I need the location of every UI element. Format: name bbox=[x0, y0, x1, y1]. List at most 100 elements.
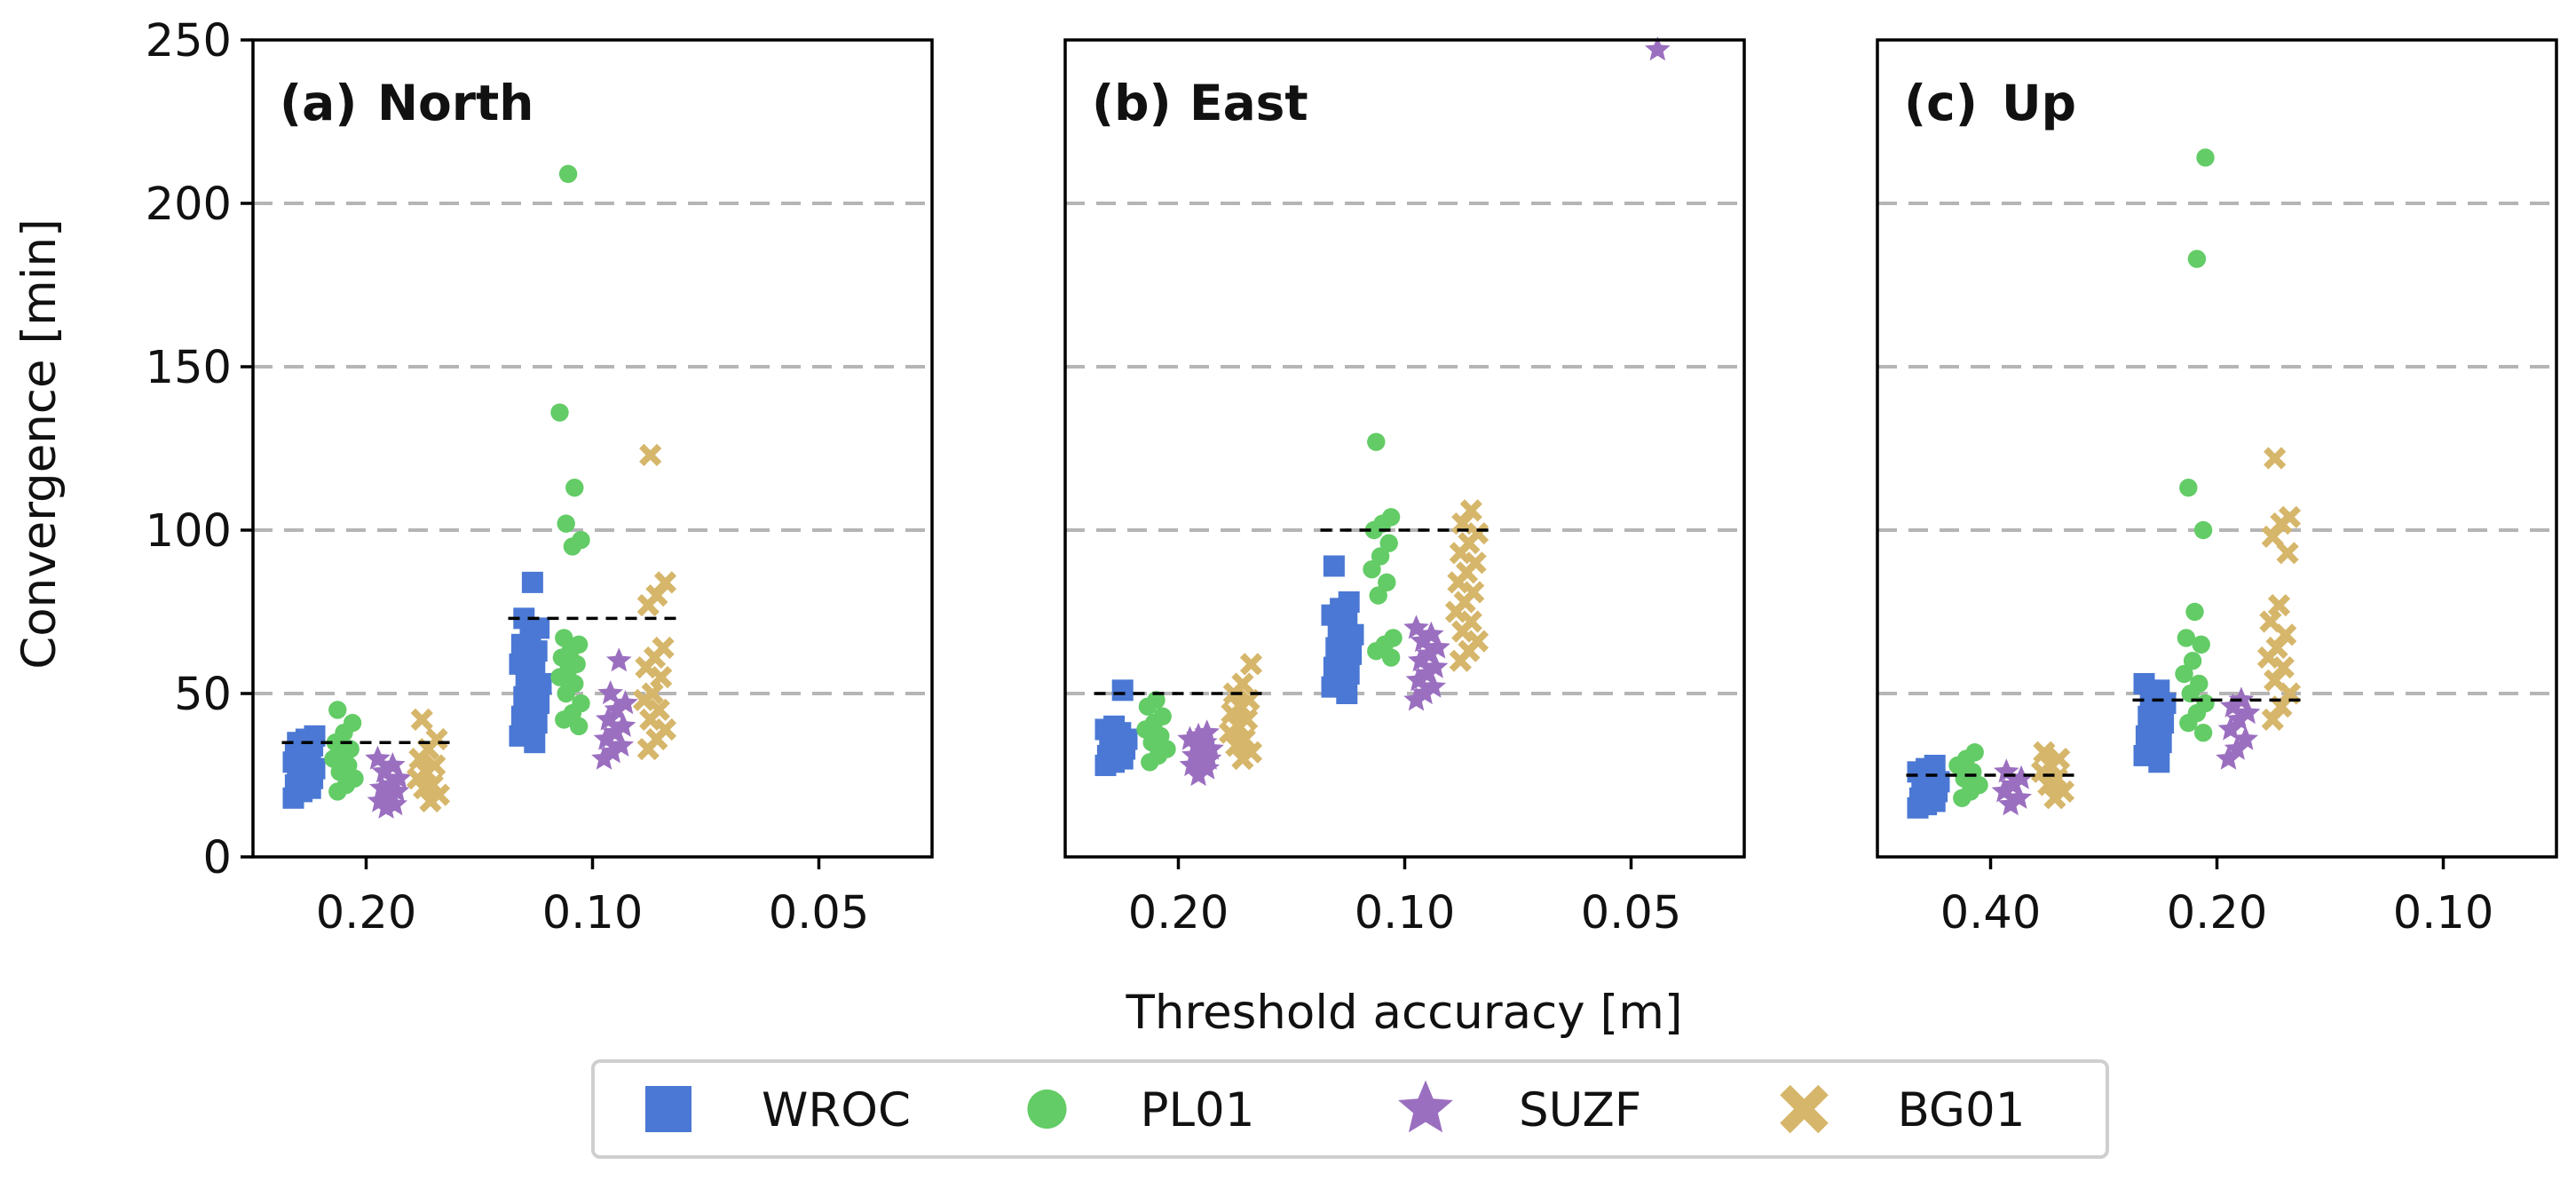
data-point-bg01 bbox=[410, 708, 433, 731]
data-point-pl01 bbox=[2187, 250, 2207, 268]
legend-label-bg01: BG01 bbox=[1898, 1083, 2026, 1137]
data-point-pl01 bbox=[328, 701, 347, 719]
y-tick-label: 50 bbox=[174, 669, 232, 721]
data-point-suzf bbox=[380, 752, 406, 777]
data-point-suzf bbox=[386, 765, 412, 789]
data-point-pl01 bbox=[1153, 707, 1172, 725]
data-point-bg01 bbox=[2267, 594, 2291, 617]
legend-marker-wroc bbox=[645, 1086, 691, 1132]
data-point-suzf bbox=[2217, 716, 2244, 741]
x-tick-label: 0.20 bbox=[1128, 887, 1229, 939]
data-point-pl01 bbox=[2193, 520, 2213, 540]
data-point-bg01 bbox=[1239, 741, 1263, 764]
legend-label-pl01: PL01 bbox=[1141, 1083, 1255, 1137]
data-point-pl01 bbox=[341, 740, 360, 758]
data-point-pl01 bbox=[569, 635, 589, 654]
panel-letter: (c) bbox=[1904, 75, 1978, 131]
data-point-suzf bbox=[1181, 741, 1207, 767]
y-tick-label: 0 bbox=[203, 832, 232, 884]
data-point-pl01 bbox=[1369, 586, 1387, 605]
data-point-suzf bbox=[597, 680, 623, 705]
data-point-suzf bbox=[369, 774, 395, 799]
data-point-pl01 bbox=[572, 530, 590, 550]
data-point-bg01 bbox=[421, 773, 444, 797]
panel-frame bbox=[1876, 38, 2558, 859]
data-point-bg01 bbox=[639, 443, 662, 466]
data-point-suzf bbox=[371, 758, 397, 783]
data-point-suzf bbox=[591, 745, 617, 770]
data-point-bg01 bbox=[423, 754, 446, 777]
data-point-pl01 bbox=[2190, 674, 2209, 694]
panel-letter: (b) bbox=[1092, 75, 1172, 131]
x-tick-label: 0.10 bbox=[542, 887, 644, 939]
data-point-suzf bbox=[1418, 621, 1444, 646]
x-tick-label: 0.10 bbox=[1355, 887, 1456, 939]
data-point-bg01 bbox=[1464, 551, 1487, 575]
data-point-bg01 bbox=[2051, 780, 2075, 803]
y-tick-label: 100 bbox=[146, 505, 232, 558]
data-point-bg01 bbox=[1462, 581, 1485, 604]
panel-frame bbox=[251, 38, 934, 859]
y-axis-label: Convergence [min] bbox=[12, 218, 67, 670]
data-point-bg01 bbox=[2033, 741, 2056, 764]
data-point-pl01 bbox=[565, 478, 584, 497]
data-point-suzf bbox=[1414, 660, 1440, 686]
data-point-bg01 bbox=[2276, 542, 2299, 565]
x-tick-label: 0.10 bbox=[2393, 887, 2494, 939]
data-point-suzf bbox=[606, 647, 632, 672]
data-point-pl01 bbox=[2196, 694, 2215, 713]
data-point-pl01 bbox=[2179, 478, 2198, 497]
x-tick-label: 0.05 bbox=[1581, 887, 1682, 939]
data-point-bg01 bbox=[641, 682, 664, 705]
data-point-suzf bbox=[2226, 706, 2252, 731]
data-point-bg01 bbox=[2264, 447, 2287, 470]
x-tick-label: 0.20 bbox=[2167, 887, 2268, 939]
data-point-wroc bbox=[2133, 672, 2155, 694]
data-point-pl01 bbox=[2183, 652, 2202, 670]
data-point-suzf bbox=[1405, 667, 1432, 692]
data-point-suzf bbox=[2006, 784, 2032, 809]
data-point-wroc bbox=[1338, 591, 1360, 613]
data-point-suzf bbox=[2008, 765, 2035, 789]
data-point-pl01 bbox=[555, 629, 573, 647]
data-point-pl01 bbox=[550, 403, 569, 422]
data-point-pl01 bbox=[343, 713, 362, 733]
data-point-suzf bbox=[365, 745, 391, 770]
data-point-bg01 bbox=[647, 698, 670, 721]
data-point-bg01 bbox=[652, 636, 675, 660]
data-point-pl01 bbox=[1381, 508, 1401, 527]
data-point-suzf bbox=[377, 772, 404, 797]
data-point-bg01 bbox=[425, 727, 448, 751]
data-point-suzf bbox=[604, 696, 630, 721]
data-point-suzf bbox=[1177, 725, 1203, 750]
data-point-bg01 bbox=[650, 666, 673, 689]
data-point-bg01 bbox=[653, 717, 677, 741]
data-point-wroc bbox=[1323, 555, 1345, 577]
data-point-bg01 bbox=[1231, 672, 1254, 695]
data-point-bg01 bbox=[2259, 610, 2282, 633]
data-point-pl01 bbox=[2175, 664, 2193, 684]
x-tick-label: 0.05 bbox=[769, 887, 870, 939]
data-point-suzf bbox=[1194, 719, 1220, 744]
data-point-suzf bbox=[2220, 693, 2246, 717]
data-point-pl01 bbox=[1371, 547, 1390, 566]
data-point-suzf bbox=[2232, 725, 2258, 750]
data-point-wroc bbox=[521, 571, 543, 593]
data-point-suzf bbox=[1645, 36, 1671, 61]
data-point-suzf bbox=[1991, 778, 2018, 803]
data-point-pl01 bbox=[1378, 573, 1396, 592]
data-point-suzf bbox=[1420, 673, 1446, 698]
legend-label-wroc: WROC bbox=[762, 1083, 911, 1137]
y-tick-label: 250 bbox=[146, 15, 232, 67]
panel-title: Up bbox=[2002, 75, 2076, 131]
data-point-pl01 bbox=[1367, 432, 1386, 451]
data-point-suzf bbox=[599, 739, 626, 764]
y-tick-label: 200 bbox=[146, 178, 232, 231]
data-point-bg01 bbox=[1459, 610, 1482, 633]
data-point-pl01 bbox=[572, 694, 590, 713]
data-point-bg01 bbox=[653, 571, 677, 594]
data-point-suzf bbox=[596, 706, 621, 731]
data-point-bg01 bbox=[1239, 653, 1263, 676]
